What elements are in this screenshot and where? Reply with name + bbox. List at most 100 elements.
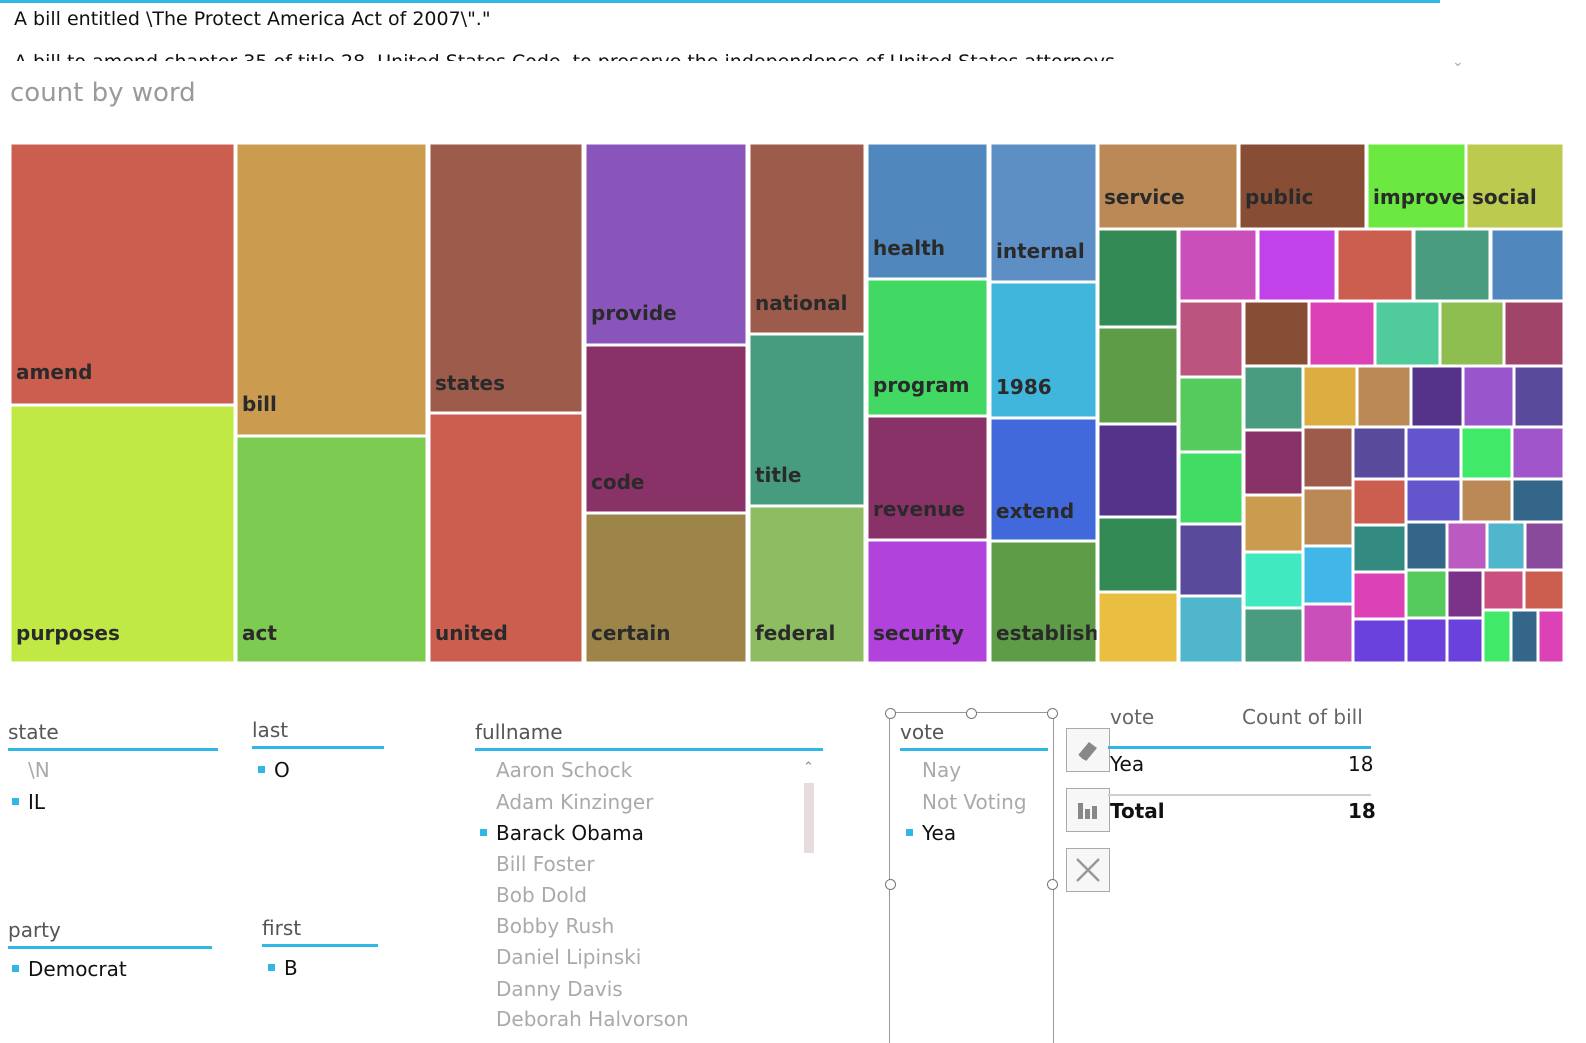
- resize-handle[interactable]: [966, 708, 977, 719]
- treemap-cell[interactable]: [1242, 550, 1305, 610]
- treemap-cell[interactable]: [1307, 299, 1377, 368]
- treemap-cell[interactable]: [1177, 299, 1245, 379]
- treemap-cell[interactable]: [1351, 617, 1408, 665]
- slicer-item[interactable]: Deborah Halvorson: [496, 1007, 689, 1031]
- treemap-cell[interactable]: [1351, 570, 1408, 621]
- resize-handle[interactable]: [1047, 879, 1058, 890]
- treemap-cell[interactable]: [1355, 364, 1413, 429]
- table-header-vote[interactable]: vote: [1110, 705, 1155, 729]
- chevron-up-icon[interactable]: ⌃: [803, 760, 814, 775]
- treemap-cell[interactable]: [1459, 477, 1514, 524]
- treemap-cell[interactable]: [1485, 520, 1527, 572]
- treemap-cell[interactable]: [1502, 299, 1566, 368]
- slicer-item[interactable]: Bob Dold: [496, 883, 587, 907]
- resize-handle[interactable]: [885, 708, 896, 719]
- slicer-item[interactable]: IL: [12, 790, 45, 814]
- scrollbar-thumb[interactable]: [804, 783, 814, 853]
- treemap-cell[interactable]: [1301, 602, 1355, 665]
- eraser-button[interactable]: [1066, 728, 1110, 772]
- treemap-cell[interactable]: [1522, 568, 1566, 612]
- treemap-cell-certain[interactable]: [583, 511, 749, 665]
- treemap-cell-public[interactable]: [1237, 141, 1368, 231]
- resize-handle[interactable]: [885, 879, 896, 890]
- chevron-down-icon[interactable]: ⌄: [1452, 54, 1464, 70]
- treemap-cell[interactable]: [1096, 590, 1180, 665]
- treemap-cell[interactable]: [1256, 227, 1338, 303]
- treemap-cell-establish[interactable]: [988, 539, 1099, 665]
- treemap-cell-federal[interactable]: [747, 504, 867, 665]
- treemap-cell[interactable]: [1512, 364, 1566, 429]
- slicer-item[interactable]: Daniel Lipinski: [496, 945, 642, 969]
- treemap-cell[interactable]: [1351, 477, 1408, 527]
- treemap-cell[interactable]: [1301, 425, 1355, 490]
- treemap-cell[interactable]: [1177, 594, 1245, 665]
- slicer-item[interactable]: Bill Foster: [496, 852, 595, 876]
- treemap-cell[interactable]: [1481, 568, 1526, 612]
- treemap-cell[interactable]: [1242, 493, 1305, 554]
- treemap-cell[interactable]: [1445, 616, 1485, 665]
- treemap-cell[interactable]: [1412, 227, 1492, 303]
- treemap-cell-bill[interactable]: [234, 141, 429, 438]
- treemap-cell-states[interactable]: [427, 141, 585, 415]
- treemap-cell[interactable]: [1404, 520, 1449, 572]
- bill-list[interactable]: A bill entitled \The Protect America Act…: [0, 3, 1470, 61]
- treemap-cell-extend[interactable]: [988, 416, 1099, 543]
- treemap-cell[interactable]: [1177, 522, 1245, 598]
- treemap-cell[interactable]: [1536, 608, 1566, 665]
- slicer-item[interactable]: Adam Kinzinger: [496, 790, 654, 814]
- bill-item[interactable]: A bill to amend chapter 35 of title 28, …: [14, 51, 1121, 61]
- treemap-cell[interactable]: [1096, 227, 1180, 329]
- treemap-cell[interactable]: [1301, 486, 1355, 548]
- treemap-cell[interactable]: [1301, 544, 1355, 606]
- treemap-cell[interactable]: [1242, 364, 1305, 432]
- treemap-cell[interactable]: [1177, 227, 1259, 303]
- treemap-cell[interactable]: [1461, 364, 1516, 429]
- treemap-cell[interactable]: [1404, 616, 1449, 665]
- treemap-cell-act[interactable]: [234, 434, 429, 665]
- treemap-cell[interactable]: [1445, 568, 1485, 620]
- slicer-item[interactable]: Bobby Rush: [496, 914, 615, 938]
- treemap-cell[interactable]: [1509, 608, 1540, 665]
- treemap-cell-security[interactable]: [865, 538, 990, 665]
- bar-chart-button[interactable]: [1066, 788, 1110, 832]
- treemap-cell-social[interactable]: [1464, 141, 1566, 231]
- slicer-item[interactable]: Danny Davis: [496, 977, 623, 1001]
- treemap-cell-purposes[interactable]: [8, 403, 237, 665]
- treemap-cell[interactable]: [1096, 422, 1180, 519]
- treemap-cell[interactable]: [1438, 299, 1506, 368]
- treemap-cell[interactable]: [1373, 299, 1442, 368]
- treemap-cell[interactable]: [1301, 364, 1359, 429]
- treemap-cell[interactable]: [1409, 364, 1465, 429]
- slicer-item[interactable]: Nay: [922, 758, 962, 782]
- treemap-cell-program[interactable]: [865, 277, 990, 418]
- treemap-cell-service[interactable]: [1096, 141, 1240, 231]
- treemap-cell[interactable]: [1404, 425, 1463, 481]
- treemap-cell[interactable]: [1404, 568, 1449, 620]
- treemap-cell[interactable]: [1404, 477, 1463, 524]
- treemap-cell[interactable]: [1459, 425, 1514, 481]
- treemap-cell[interactable]: [1242, 428, 1305, 497]
- treemap-cell[interactable]: [1510, 477, 1566, 524]
- treemap-cell[interactable]: [1523, 520, 1566, 572]
- slicer-item[interactable]: Barack Obama: [480, 821, 644, 845]
- treemap-cell-provide[interactable]: [583, 141, 749, 347]
- table-header-count[interactable]: Count of bill: [1242, 705, 1363, 729]
- treemap-cell-1986[interactable]: [988, 280, 1099, 420]
- treemap-cell-national[interactable]: [747, 141, 867, 336]
- treemap-cell[interactable]: [1242, 299, 1311, 368]
- slicer-item[interactable]: Democrat: [12, 957, 127, 981]
- treemap-cell[interactable]: [1445, 520, 1489, 572]
- treemap-cell[interactable]: [1177, 375, 1245, 454]
- treemap-cell-code[interactable]: [583, 343, 749, 515]
- treemap-cell[interactable]: [1351, 425, 1408, 481]
- treemap-cell-internal[interactable]: [988, 141, 1099, 284]
- bill-item[interactable]: A bill entitled \The Protect America Act…: [14, 8, 491, 30]
- treemap-cell-health[interactable]: [865, 141, 990, 281]
- treemap-cell[interactable]: [1096, 515, 1180, 594]
- treemap-cell-revenue[interactable]: [865, 414, 990, 542]
- treemap-cell-title[interactable]: [747, 332, 867, 508]
- slicer-item[interactable]: Aaron Schock: [496, 758, 633, 782]
- treemap-cell[interactable]: [1481, 608, 1513, 665]
- treemap-cell[interactable]: [1096, 325, 1180, 426]
